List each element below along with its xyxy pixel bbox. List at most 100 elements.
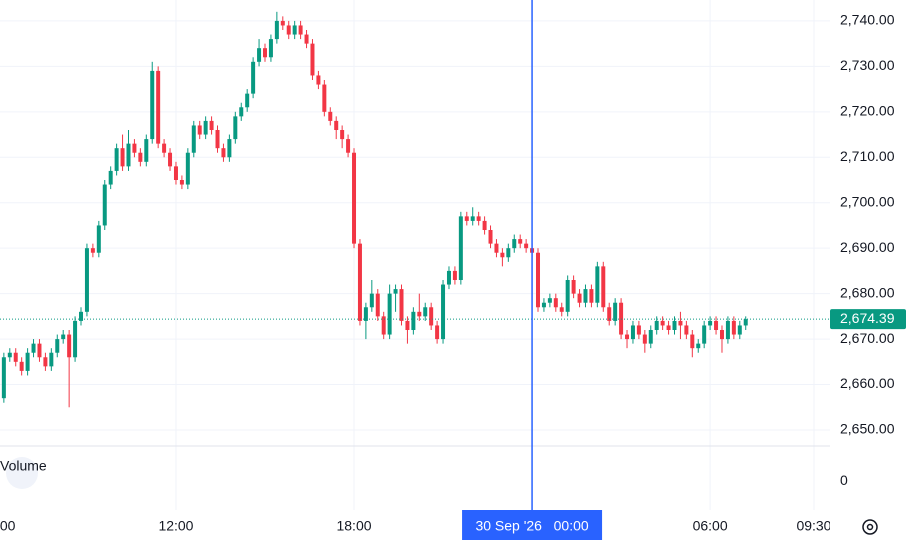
candle-body xyxy=(571,280,576,294)
candle-body xyxy=(274,20,279,40)
candle-body xyxy=(494,243,499,253)
candle-body xyxy=(518,239,523,244)
candle-body xyxy=(375,293,380,317)
crosshair-box xyxy=(462,510,603,540)
candle-body xyxy=(725,320,730,340)
candle-body xyxy=(363,307,368,321)
candle-body xyxy=(429,307,434,326)
y-tick-label: 2,680.00 xyxy=(840,284,895,300)
candle-body xyxy=(37,343,42,358)
candle-body xyxy=(286,25,291,35)
candle-body xyxy=(737,325,742,335)
candle-body xyxy=(209,120,214,130)
candle-body xyxy=(446,270,451,285)
candle-body xyxy=(743,319,748,326)
candle-body xyxy=(316,75,321,85)
crosshair-label: 30 Sep '26 00:00 xyxy=(475,518,588,534)
candle-body xyxy=(595,266,600,303)
last-price-box xyxy=(830,309,906,330)
overlay: 2,674.39 30 Sep '26 00:00 xyxy=(0,0,906,540)
candle-body xyxy=(696,343,701,349)
candle-body xyxy=(49,352,54,367)
candle-body xyxy=(357,243,362,321)
candle-body xyxy=(678,320,683,326)
candle-body xyxy=(666,325,671,330)
candle-body xyxy=(731,320,736,335)
candle-body xyxy=(156,70,161,144)
y-tick-label: 2,650.00 xyxy=(840,421,895,437)
candle-body xyxy=(435,325,440,340)
y-tick-label: 2,670.00 xyxy=(840,330,895,346)
logo xyxy=(6,457,38,489)
candle-body xyxy=(625,334,630,340)
candle-body xyxy=(227,139,232,158)
candle-body xyxy=(565,280,570,312)
candle-body xyxy=(399,289,404,321)
candle-body xyxy=(423,307,428,317)
candle-body xyxy=(589,289,594,303)
candle-body xyxy=(55,339,60,353)
y-tick-label: 2,740.00 xyxy=(840,12,895,28)
candle-body xyxy=(334,120,339,130)
settings-ring[interactable] xyxy=(862,519,878,535)
candle-body xyxy=(346,139,351,153)
settings-icon[interactable] xyxy=(862,519,878,535)
candle-body xyxy=(257,48,262,62)
candle-body xyxy=(684,325,689,335)
candle-body xyxy=(203,120,208,135)
candle-body xyxy=(310,43,315,76)
candle-body xyxy=(268,39,273,58)
candle-body xyxy=(654,320,659,330)
candle-body xyxy=(387,293,392,335)
settings-hub[interactable] xyxy=(866,523,874,531)
candle-body xyxy=(660,320,665,326)
candle-body xyxy=(179,180,184,185)
candle-body xyxy=(239,107,244,117)
candle-body xyxy=(7,352,12,358)
candle-body xyxy=(613,302,618,321)
candle-body xyxy=(672,320,677,330)
candle-body xyxy=(96,225,101,253)
candle-body xyxy=(583,289,588,303)
candle-body xyxy=(328,111,333,121)
candle-body xyxy=(79,311,84,321)
candle-body xyxy=(470,216,475,221)
candle-body xyxy=(31,343,36,353)
candle-body xyxy=(500,252,505,258)
candle-body xyxy=(13,352,18,362)
last-price-label: 2,674.39 xyxy=(840,310,895,326)
candle-body xyxy=(25,352,30,371)
candle-body xyxy=(144,139,149,162)
candle-body xyxy=(43,357,48,367)
candle-body xyxy=(19,361,24,371)
candle-body xyxy=(441,284,446,340)
candle-body xyxy=(381,316,386,335)
candle-body xyxy=(262,48,267,58)
candle-body xyxy=(577,293,582,303)
candle-body xyxy=(292,25,297,35)
candle-body xyxy=(719,330,724,340)
candle-body xyxy=(322,84,327,112)
candle-body xyxy=(280,20,285,26)
volume-label: Volume xyxy=(0,458,47,474)
y-tick-label: 2,700.00 xyxy=(840,193,895,209)
candle-body xyxy=(642,334,647,344)
candle-body xyxy=(215,130,220,149)
candle-body xyxy=(393,289,398,294)
candle-body xyxy=(559,307,564,312)
candle-body xyxy=(714,320,719,330)
candle-body xyxy=(90,248,95,253)
candle-body xyxy=(488,230,493,244)
candle-body xyxy=(84,248,89,312)
candle-body xyxy=(352,152,357,244)
candle-body xyxy=(708,320,713,326)
candle-body xyxy=(114,148,119,171)
time-axis: 06:00 12:00 18:00 06:00 09:30 xyxy=(0,518,831,534)
candle-body xyxy=(340,130,345,140)
candle-body xyxy=(369,293,374,308)
x-tick-label: 09:30 xyxy=(796,518,831,534)
candle-body xyxy=(173,166,178,180)
candle-body xyxy=(547,298,552,303)
candle-body xyxy=(126,143,131,167)
